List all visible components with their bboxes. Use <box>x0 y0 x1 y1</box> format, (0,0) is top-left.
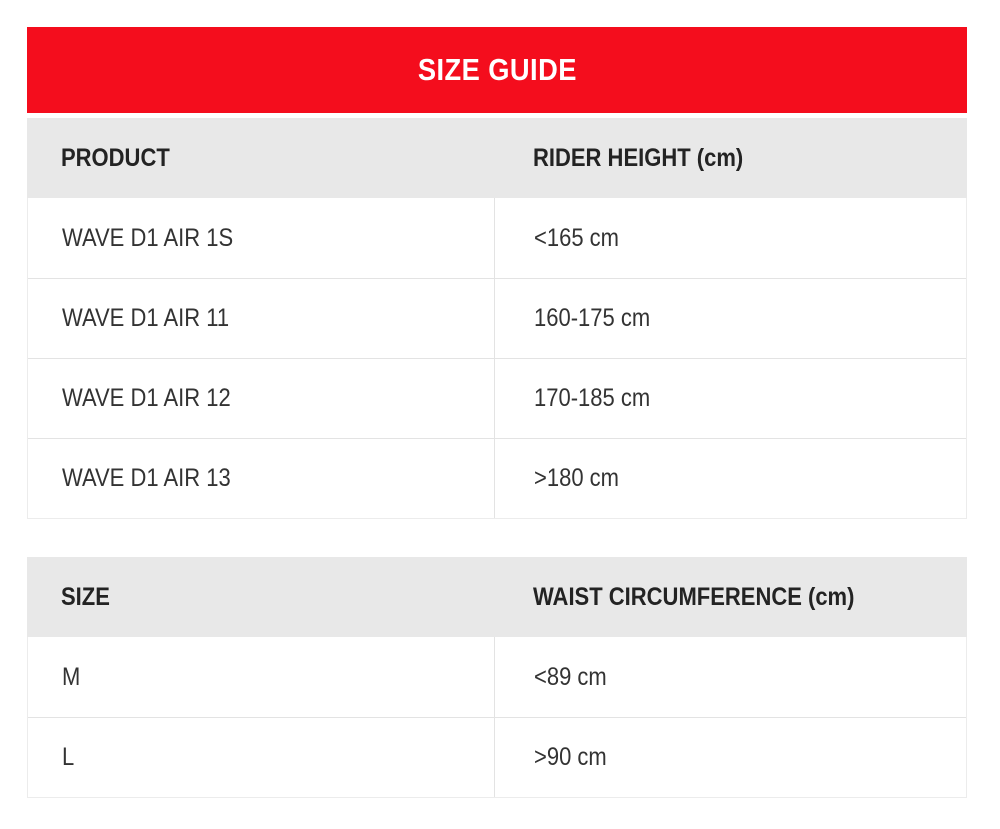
rider-height-cell: 160-175 cm <box>495 279 966 358</box>
rider-height-value: 160-175 cm <box>534 304 651 332</box>
product-name-cell: WAVE D1 AIR 13 <box>28 439 495 518</box>
table-row: WAVE D1 AIR 1S <165 cm <box>28 198 966 278</box>
product-name: WAVE D1 AIR 13 <box>62 464 231 492</box>
size-cell: L <box>28 718 495 797</box>
product-table-body: WAVE D1 AIR 1S <165 cm WAVE D1 AIR 11 16… <box>27 198 967 519</box>
rider-height-cell: 170-185 cm <box>495 359 966 438</box>
table-row: M <89 cm <box>28 637 966 717</box>
size-guide-panel: SIZE GUIDE PRODUCT RIDER HEIGHT (cm) WAV… <box>27 27 967 798</box>
waist-circumference-cell: >90 cm <box>495 718 966 797</box>
size-guide-title: SIZE GUIDE <box>417 52 577 87</box>
size-cell: M <box>28 637 495 717</box>
size-table-header-row: SIZE WAIST CIRCUMFERENCE (cm) <box>27 557 967 637</box>
size-table-body: M <89 cm L >90 cm <box>27 637 967 798</box>
product-name: WAVE D1 AIR 1S <box>62 223 234 252</box>
size-column-header: SIZE <box>61 582 110 611</box>
waist-circumference-value: >90 cm <box>534 743 607 771</box>
product-name-cell: WAVE D1 AIR 11 <box>28 279 495 358</box>
product-name: WAVE D1 AIR 11 <box>62 304 230 332</box>
rider-height-cell: >180 cm <box>495 439 966 518</box>
waist-circumference-column-header-cell: WAIST CIRCUMFERENCE (cm) <box>494 583 967 612</box>
table-row: WAVE D1 AIR 11 160-175 cm <box>28 278 966 358</box>
table-row: WAVE D1 AIR 12 170-185 cm <box>28 358 966 438</box>
waist-circumference-table: SIZE WAIST CIRCUMFERENCE (cm) M <89 cm L <box>27 557 967 798</box>
rider-height-value: >180 cm <box>534 464 620 492</box>
size-value: M <box>62 662 81 691</box>
rider-height-column-header-cell: RIDER HEIGHT (cm) <box>494 144 967 173</box>
product-column-header-cell: PRODUCT <box>27 144 494 173</box>
size-column-header-cell: SIZE <box>27 583 494 612</box>
table-row: WAVE D1 AIR 13 >180 cm <box>28 438 966 518</box>
waist-circumference-value: <89 cm <box>534 662 607 691</box>
rider-height-column-header: RIDER HEIGHT (cm) <box>533 143 744 172</box>
rider-height-cell: <165 cm <box>495 198 966 278</box>
product-height-table: PRODUCT RIDER HEIGHT (cm) WAVE D1 AIR 1S… <box>27 118 967 519</box>
product-column-header: PRODUCT <box>61 143 170 172</box>
size-guide-banner: SIZE GUIDE <box>27 27 967 113</box>
product-table-header-row: PRODUCT RIDER HEIGHT (cm) <box>27 118 967 198</box>
waist-circumference-cell: <89 cm <box>495 637 966 717</box>
product-name: WAVE D1 AIR 12 <box>62 384 231 412</box>
product-name-cell: WAVE D1 AIR 12 <box>28 359 495 438</box>
waist-circumference-column-header: WAIST CIRCUMFERENCE (cm) <box>533 582 855 611</box>
rider-height-value: 170-185 cm <box>534 384 651 412</box>
rider-height-value: <165 cm <box>534 223 620 252</box>
table-row: L >90 cm <box>28 717 966 797</box>
size-value: L <box>62 743 75 771</box>
product-name-cell: WAVE D1 AIR 1S <box>28 198 495 278</box>
